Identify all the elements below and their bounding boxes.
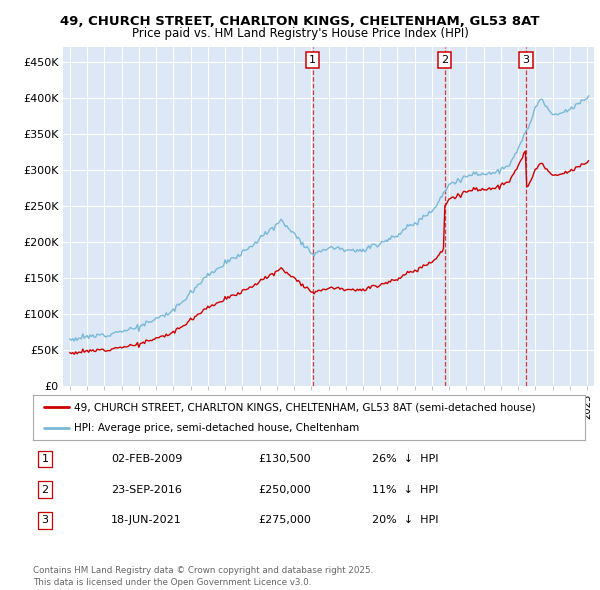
Text: 3: 3: [41, 516, 49, 525]
Text: £250,000: £250,000: [258, 485, 311, 494]
Text: Contains HM Land Registry data © Crown copyright and database right 2025.
This d: Contains HM Land Registry data © Crown c…: [33, 566, 373, 587]
Text: Price paid vs. HM Land Registry's House Price Index (HPI): Price paid vs. HM Land Registry's House …: [131, 27, 469, 40]
Text: £275,000: £275,000: [258, 516, 311, 525]
Text: 1: 1: [310, 55, 316, 65]
Text: 2: 2: [41, 485, 49, 494]
Text: 02-FEB-2009: 02-FEB-2009: [111, 454, 182, 464]
Text: 18-JUN-2021: 18-JUN-2021: [111, 516, 182, 525]
Text: 3: 3: [523, 55, 530, 65]
Text: 26%  ↓  HPI: 26% ↓ HPI: [372, 454, 439, 464]
Text: 2: 2: [441, 55, 448, 65]
Text: 11%  ↓  HPI: 11% ↓ HPI: [372, 485, 439, 494]
Text: HPI: Average price, semi-detached house, Cheltenham: HPI: Average price, semi-detached house,…: [74, 424, 359, 434]
Text: 1: 1: [41, 454, 49, 464]
Text: 23-SEP-2016: 23-SEP-2016: [111, 485, 182, 494]
Text: 49, CHURCH STREET, CHARLTON KINGS, CHELTENHAM, GL53 8AT: 49, CHURCH STREET, CHARLTON KINGS, CHELT…: [60, 15, 540, 28]
Text: £130,500: £130,500: [258, 454, 311, 464]
Text: 20%  ↓  HPI: 20% ↓ HPI: [372, 516, 439, 525]
Text: 49, CHURCH STREET, CHARLTON KINGS, CHELTENHAM, GL53 8AT (semi-detached house): 49, CHURCH STREET, CHARLTON KINGS, CHELT…: [74, 402, 536, 412]
